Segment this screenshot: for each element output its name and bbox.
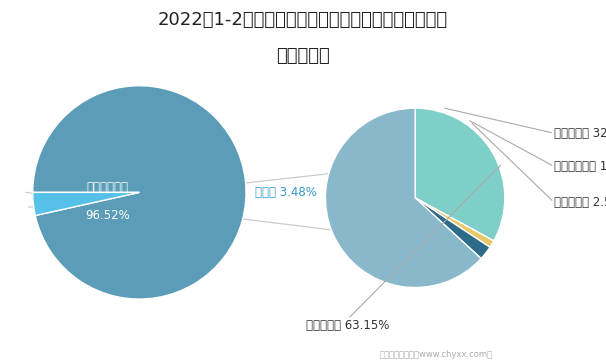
Text: 太阳能发电量 1.33%: 太阳能发电量 1.33% xyxy=(554,160,606,173)
Wedge shape xyxy=(415,198,494,247)
Text: 湖北省 3.48%: 湖北省 3.48% xyxy=(255,186,316,199)
Text: 类型占比图: 类型占比图 xyxy=(276,47,330,65)
Text: 风力发电量 2.54%: 风力发电量 2.54% xyxy=(554,196,606,209)
Text: 制图：智研咨询（www.chyxx.com）: 制图：智研咨询（www.chyxx.com） xyxy=(380,350,493,359)
Wedge shape xyxy=(415,198,490,258)
Wedge shape xyxy=(325,108,481,287)
Wedge shape xyxy=(33,86,246,299)
Wedge shape xyxy=(415,108,505,241)
Text: 水力发电量 32.95%: 水力发电量 32.95% xyxy=(554,127,606,140)
Text: 2022年1-2月湖北省发电量占全国比重及该地区各发电: 2022年1-2月湖北省发电量占全国比重及该地区各发电 xyxy=(158,11,448,29)
Text: 全国其他省份: 全国其他省份 xyxy=(87,180,128,193)
Wedge shape xyxy=(33,192,139,216)
Text: 火力发电量 63.15%: 火力发电量 63.15% xyxy=(306,319,390,332)
Text: 96.52%: 96.52% xyxy=(85,209,130,223)
